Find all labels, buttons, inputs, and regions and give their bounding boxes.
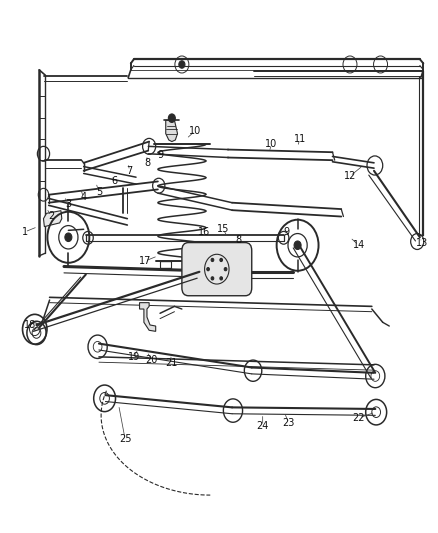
Circle shape	[211, 277, 214, 280]
Text: 4: 4	[81, 192, 87, 203]
Text: 22: 22	[353, 413, 365, 423]
Circle shape	[211, 259, 214, 262]
Text: 2: 2	[48, 211, 54, 221]
Text: 9: 9	[157, 150, 163, 160]
Circle shape	[294, 241, 301, 249]
Text: 6: 6	[111, 176, 117, 187]
Polygon shape	[43, 211, 62, 227]
Text: 3: 3	[65, 199, 71, 209]
Circle shape	[179, 61, 185, 68]
Text: 1: 1	[21, 227, 28, 237]
Circle shape	[65, 233, 72, 241]
Text: 13: 13	[416, 238, 428, 247]
Circle shape	[168, 114, 175, 123]
Text: 10: 10	[189, 126, 201, 136]
Text: 8: 8	[144, 158, 150, 168]
Text: 12: 12	[344, 171, 356, 181]
Polygon shape	[140, 303, 155, 332]
Text: 17: 17	[138, 256, 151, 266]
Text: 20: 20	[145, 354, 158, 365]
Text: 16: 16	[198, 227, 210, 237]
Text: 5: 5	[96, 187, 102, 197]
Circle shape	[207, 268, 209, 271]
Text: 24: 24	[257, 421, 269, 431]
Circle shape	[224, 268, 227, 271]
Circle shape	[220, 259, 223, 262]
Text: 25: 25	[119, 434, 131, 445]
Text: 11: 11	[293, 134, 306, 144]
Text: 21: 21	[165, 358, 177, 368]
Text: 18: 18	[24, 320, 36, 330]
Text: 19: 19	[128, 352, 140, 362]
FancyBboxPatch shape	[182, 243, 252, 296]
Polygon shape	[166, 120, 177, 142]
Text: 15: 15	[217, 224, 230, 235]
Text: 10: 10	[265, 139, 278, 149]
Text: 9: 9	[284, 227, 290, 237]
Text: 7: 7	[127, 166, 133, 176]
Text: 23: 23	[283, 418, 295, 429]
Text: 14: 14	[353, 240, 365, 250]
Circle shape	[220, 277, 223, 280]
Text: 8: 8	[236, 235, 242, 245]
